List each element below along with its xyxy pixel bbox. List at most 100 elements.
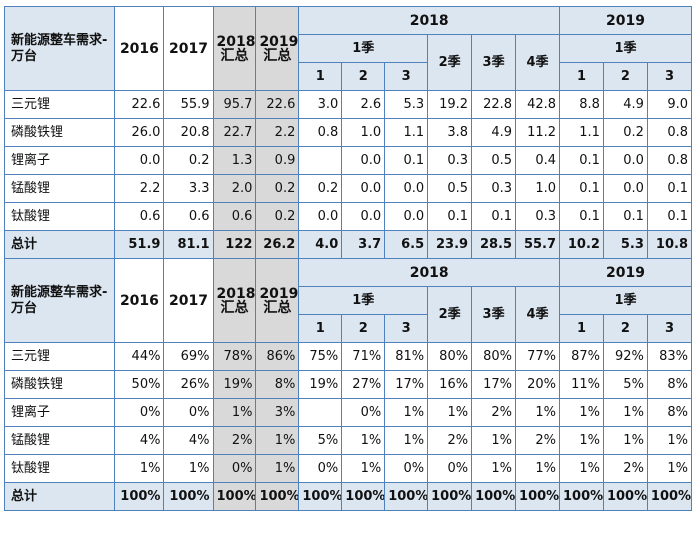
ev-demand-table: 新能源整车需求-万台 2016 2017 2018 汇总 2019 汇总 2018 2019… (3, 6, 693, 511)
data-cell: 0.8 (298, 118, 343, 147)
data-cell: 0.0 (602, 174, 648, 203)
data-cell: 0.8 (646, 146, 693, 175)
data-cell (298, 398, 343, 427)
volume-total-row: 总计 51.9 81.1 122 26.2 4.0 3.7 6.5 23.9 28.5 55.7 10… (3, 230, 693, 259)
data-cell: 1.1 (384, 118, 429, 147)
total-cell: 100% (163, 482, 214, 511)
data-cell: 0.5 (471, 146, 517, 175)
col-header-year-2019: 2019 (559, 6, 692, 35)
total-cell: 26.2 (255, 230, 300, 259)
data-cell: 0% (427, 454, 473, 483)
data-cell: 0.6 (163, 202, 214, 231)
data-cell: 1% (646, 426, 693, 455)
data-cell: 27% (341, 370, 386, 399)
data-cell: 95.7 (212, 90, 257, 119)
data-cell: 0.2 (298, 174, 343, 203)
col-header-year-2018: 2018 (298, 6, 561, 35)
col-header-2018-total: 2018 汇总 (212, 258, 257, 343)
col-header-2016: 2016 (114, 6, 165, 91)
data-cell: 22.8 (471, 90, 517, 119)
data-cell: 0.3 (515, 202, 561, 231)
data-cell: 0.0 (341, 202, 386, 231)
total-label: 总计 (3, 482, 116, 511)
data-cell: 1% (559, 398, 604, 427)
total-cell: 122 (212, 230, 257, 259)
total-cell: 6.5 (384, 230, 429, 259)
col-header-2018-month-1: 1 (298, 314, 343, 343)
volume-row: 锂离子 0.0 0.2 1.3 0.9 0.0 0.1 0.3 0.5 0.4 0.1 0.0 0.8 (3, 146, 693, 175)
col-header-2019-month-3: 3 (646, 62, 693, 91)
data-cell: 0% (114, 398, 165, 427)
data-cell: 1% (341, 454, 386, 483)
data-cell: 11% (559, 370, 604, 399)
col-header-2018-q2: 2季 (427, 286, 473, 343)
col-header-2019-q1: 1季 (559, 286, 692, 315)
data-cell: 0.1 (646, 174, 693, 203)
row-label: 锂离子 (3, 398, 116, 427)
data-cell: 1% (602, 398, 648, 427)
data-cell: 0.0 (384, 174, 429, 203)
col-header-2019-month-1: 1 (559, 62, 604, 91)
data-cell: 1% (255, 426, 300, 455)
data-cell: 9.0 (646, 90, 693, 119)
total-cell: 10.2 (559, 230, 604, 259)
total-cell: 100% (384, 482, 429, 511)
data-cell: 4.9 (471, 118, 517, 147)
data-cell: 20% (515, 370, 561, 399)
row-label: 三元锂 (3, 90, 116, 119)
col-header-2018-q4: 4季 (515, 34, 561, 91)
total-cell: 55.7 (515, 230, 561, 259)
table-caption: 新能源整车需求-万台 (3, 258, 116, 343)
share-row: 锂离子 0% 0% 1% 3% 0% 1% 1% 2% 1% 1% 1% 8% (3, 398, 693, 427)
data-cell: 80% (427, 342, 473, 371)
total-cell: 100% (298, 482, 343, 511)
data-cell: 0.1 (559, 202, 604, 231)
data-cell: 0% (341, 398, 386, 427)
volume-header-row-quarter: 1季 2季 3季 4季 1季 (5, 34, 692, 91)
data-cell: 0% (298, 454, 343, 483)
data-cell: 0.5 (427, 174, 473, 203)
data-cell: 0.1 (427, 202, 473, 231)
data-cell: 4.9 (602, 90, 648, 119)
data-cell: 1% (384, 398, 429, 427)
col-header-2019-month-1: 1 (559, 314, 604, 343)
volume-row: 磷酸铁锂 26.0 20.8 22.7 2.2 0.8 1.0 1.1 3.8 4.9 11.2 1.… (3, 118, 693, 147)
data-cell: 17% (384, 370, 429, 399)
data-cell: 16% (427, 370, 473, 399)
data-cell: 69% (163, 342, 214, 371)
row-label: 磷酸铁锂 (3, 370, 116, 399)
col-header-2019-q1: 1季 (559, 34, 692, 63)
data-cell: 0.0 (298, 202, 343, 231)
data-cell: 80% (471, 342, 517, 371)
col-header-2017: 2017 (163, 6, 214, 91)
data-cell: 86% (255, 342, 300, 371)
data-cell: 1.1 (559, 118, 604, 147)
table-caption: 新能源整车需求-万台 (3, 6, 116, 91)
data-cell: 0.1 (559, 146, 604, 175)
share-row: 钛酸锂 1% 1% 0% 1% 0% 1% 0% 0% 1% 1% 1% 2% 1% (3, 454, 693, 483)
data-cell: 2% (212, 426, 257, 455)
data-cell: 8.8 (559, 90, 604, 119)
col-header-2018-month-2: 2 (341, 62, 386, 91)
col-header-2018-month-3: 3 (384, 62, 429, 91)
total-cell: 10.8 (646, 230, 693, 259)
total-cell: 100% (212, 482, 257, 511)
data-cell: 1% (559, 454, 604, 483)
data-cell: 0.1 (471, 202, 517, 231)
col-header-2019-month-2: 2 (602, 62, 648, 91)
data-cell: 0.1 (646, 202, 693, 231)
data-cell: 0% (384, 454, 429, 483)
col-header-year-2019: 2019 (559, 258, 692, 287)
row-label: 钛酸锂 (3, 202, 116, 231)
total-cell: 100% (114, 482, 165, 511)
share-row: 三元锂 44% 69% 78% 86% 75% 71% 81% 80% 80% 77% 87% 92% 8… (3, 342, 693, 371)
data-cell: 44% (114, 342, 165, 371)
col-header-2019-total: 2019 汇总 (255, 258, 300, 343)
col-header-2018-q2: 2季 (427, 34, 473, 91)
data-cell: 0.0 (114, 146, 165, 175)
total-cell: 51.9 (114, 230, 165, 259)
col-header-year-2018: 2018 (298, 258, 561, 287)
total-cell: 100% (559, 482, 604, 511)
